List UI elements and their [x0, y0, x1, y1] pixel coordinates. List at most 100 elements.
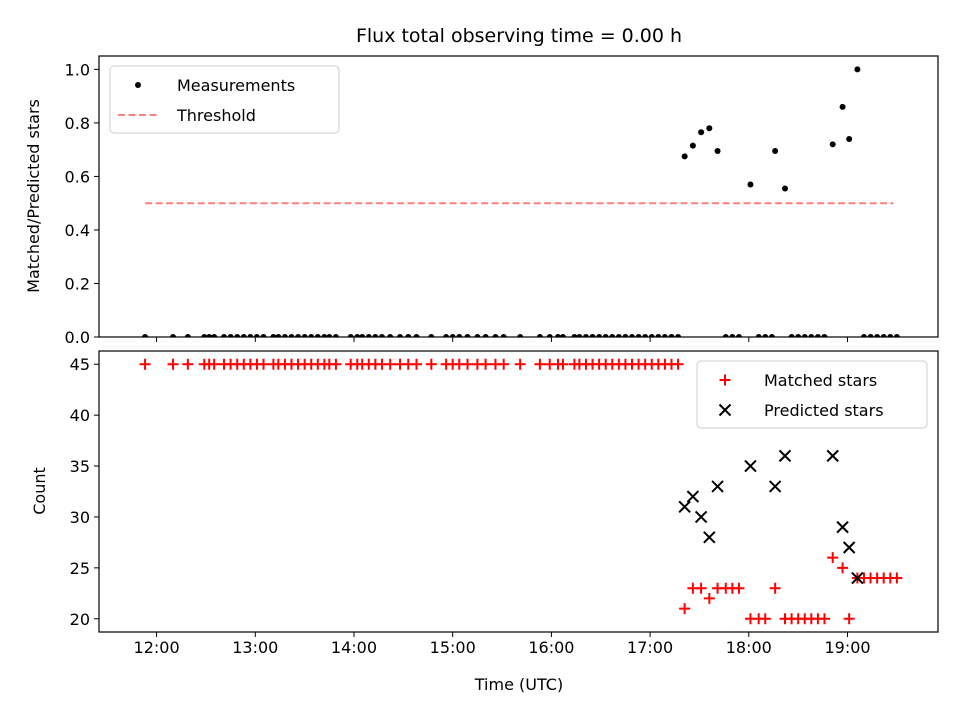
- predicted-star-marker: [686, 490, 700, 503]
- measurement-point: [887, 334, 894, 337]
- matched-star-marker: [208, 358, 220, 370]
- matched-star-marker: [462, 358, 474, 370]
- measurement-point: [782, 185, 789, 192]
- measurement-point: [689, 142, 696, 149]
- top-panel: 0.0 0.2 0.4 0.6 0.8 1.0 Measurements Threshold: [65, 55, 939, 347]
- matched-star-marker: [703, 592, 715, 604]
- measurement-point: [449, 334, 456, 337]
- bottom-y-tick-label: 35: [70, 457, 90, 476]
- measurement-point: [860, 334, 867, 337]
- measurement-point: [648, 334, 655, 337]
- top-plot-area: [142, 66, 900, 337]
- top-legend: Measurements Threshold: [109, 65, 340, 134]
- top-y-tick-label: 0.6: [65, 167, 90, 186]
- measurement-point: [405, 334, 412, 337]
- measurement-point: [314, 334, 321, 337]
- measurement-point: [622, 334, 629, 337]
- measurement-point: [321, 334, 328, 337]
- matched-star-marker: [182, 358, 194, 370]
- measurement-point: [675, 334, 682, 337]
- measurement-point: [762, 334, 769, 337]
- bottom-y-tick-label: 25: [70, 559, 90, 578]
- measurement-point: [184, 334, 191, 337]
- bottom-x-tick-label: 14:00: [331, 638, 377, 657]
- measurement-point: [536, 334, 543, 337]
- measurement-point: [142, 334, 149, 337]
- measurement-point: [559, 334, 566, 337]
- measurement-point: [661, 334, 668, 337]
- chart-title: Flux total observing time = 0.00 h: [356, 25, 682, 47]
- measurement-point: [387, 334, 394, 337]
- measurement-point: [211, 334, 218, 337]
- top-axes-frame: [98, 55, 939, 338]
- predicted-star-marker: [842, 541, 856, 554]
- measurement-point: [546, 334, 553, 337]
- predicted-star-marker: [836, 520, 849, 534]
- legend-x-marker: [718, 403, 732, 417]
- measurement-point: [372, 334, 379, 337]
- bottom-panel: 12:00 13:00 14:00 15:00 16:00 17:00 18:00 19:00…: [70, 350, 939, 657]
- matched-star-marker: [672, 358, 684, 370]
- bottom-legend-box: [696, 360, 928, 429]
- measurement-point: [397, 334, 404, 337]
- measurement-point: [714, 148, 721, 155]
- measurement-point: [206, 334, 213, 337]
- matched-star-marker: [498, 358, 510, 370]
- bottom-x-tick-label: 17:00: [627, 638, 673, 657]
- measurement-point: [492, 334, 499, 337]
- measurement-point: [846, 135, 853, 142]
- measurement-point: [359, 334, 366, 337]
- measurement-point: [275, 334, 282, 337]
- bottom-legend: Matched stars Predicted stars: [696, 360, 928, 429]
- matched-star-marker: [425, 358, 437, 370]
- bottom-axes-frame: [98, 350, 939, 633]
- measurement-point: [170, 334, 177, 337]
- top-y-tick-label: 0.2: [65, 274, 90, 293]
- measurement-point: [755, 334, 762, 337]
- measurement-point: [571, 334, 578, 337]
- measurement-point: [788, 334, 795, 337]
- measurement-point: [201, 334, 208, 337]
- matched-star-marker: [827, 552, 839, 564]
- bottom-y-tick-label: 30: [70, 508, 90, 527]
- measurement-point: [635, 334, 642, 337]
- measurement-point: [354, 334, 361, 337]
- measurement-point: [839, 103, 846, 110]
- legend-label: Predicted stars: [764, 401, 884, 420]
- matched-star-marker: [837, 562, 849, 574]
- matched-star-marker: [480, 358, 492, 370]
- bottom-y-tick-label: 40: [70, 406, 90, 425]
- measurement-point: [642, 334, 649, 337]
- matched-star-marker: [891, 572, 903, 584]
- measurement-point: [795, 334, 802, 337]
- legend-label: Measurements: [177, 76, 295, 95]
- matched-star-marker: [557, 358, 569, 370]
- predicted-star-marker: [711, 480, 724, 493]
- measurement-point: [240, 334, 247, 337]
- matched-star-marker: [759, 613, 771, 625]
- predicted-star-marker: [678, 500, 691, 513]
- measurement-point: [474, 334, 481, 337]
- matched-star-marker: [139, 358, 151, 370]
- measurement-point: [854, 66, 861, 73]
- measurement-point: [582, 334, 589, 337]
- matched-star-marker: [167, 358, 179, 370]
- measurement-point: [629, 334, 636, 337]
- top-y-axis-label: Matched/Predicted stars: [24, 99, 43, 293]
- measurement-point: [295, 334, 302, 337]
- bottom-x-tick-label: 13:00: [232, 638, 278, 657]
- measurement-point: [829, 141, 836, 148]
- measurement-point: [772, 148, 779, 155]
- bottom-x-tick-label: 18:00: [726, 638, 772, 657]
- top-y-tick-label: 1.0: [65, 60, 90, 79]
- measurement-point: [308, 334, 315, 337]
- measurement-point: [668, 334, 675, 337]
- measurement-point: [655, 334, 662, 337]
- measurement-point: [365, 334, 372, 337]
- matched-star-marker: [411, 358, 423, 370]
- measurement-point: [326, 334, 333, 337]
- measurement-point: [378, 334, 385, 337]
- matched-star-marker: [514, 358, 526, 370]
- matched-star-marker: [330, 358, 342, 370]
